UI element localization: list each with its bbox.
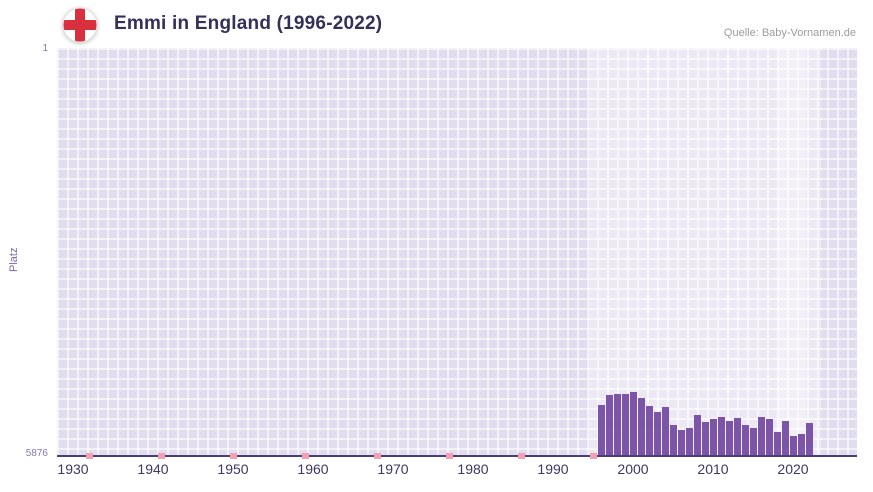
x-tick-label: 1940 <box>137 461 169 477</box>
x-tick-label: 1990 <box>537 461 569 477</box>
x-tick-label: 2010 <box>697 461 729 477</box>
x-tick-label: 2020 <box>777 461 809 477</box>
england-flag-icon <box>62 7 98 43</box>
x-tick-label: 1950 <box>217 461 249 477</box>
bar-2002 <box>645 406 653 455</box>
bar-2018 <box>773 431 781 455</box>
no-rank-marker <box>517 453 525 459</box>
no-rank-marker <box>157 453 165 459</box>
bar-2010 <box>709 419 717 455</box>
no-rank-marker <box>445 453 453 459</box>
no-rank-marker <box>301 453 309 459</box>
bar-2003 <box>653 412 661 455</box>
y-axis-tick-top: 1 <box>42 43 48 54</box>
bar-2000 <box>629 391 637 455</box>
bar-2020 <box>789 435 797 455</box>
bar-2019 <box>781 421 789 455</box>
no-rank-marker <box>85 453 93 459</box>
bar-2017 <box>765 419 773 455</box>
bar-2007 <box>685 427 693 455</box>
x-tick-label: 1980 <box>457 461 489 477</box>
bar-1998 <box>613 393 621 455</box>
bar-2012 <box>725 421 733 455</box>
y-axis-label: Platz <box>8 247 20 272</box>
bar-2005 <box>669 425 677 455</box>
bar-2008 <box>693 415 701 455</box>
chart-title: Emmi in England (1996-2022) <box>114 13 383 34</box>
x-tick-label: 1970 <box>377 461 409 477</box>
bar-2022 <box>805 422 813 455</box>
no-rank-marker <box>589 453 597 459</box>
highlight-column <box>777 48 806 455</box>
bar-2021 <box>797 434 805 455</box>
x-tick-label: 2000 <box>617 461 649 477</box>
no-rank-marker <box>229 453 237 459</box>
bar-2016 <box>757 417 765 455</box>
plot-area <box>57 48 857 459</box>
bar-2015 <box>749 427 757 455</box>
bar-1999 <box>621 394 629 455</box>
x-tick-label: 1930 <box>57 461 89 477</box>
no-rank-marker <box>373 453 381 459</box>
x-axis-labels: 1930 1940 1950 1960 1970 1980 1990 2000 2010 2020 <box>57 461 857 483</box>
bar-2009 <box>701 422 709 455</box>
bar-2004 <box>661 406 669 455</box>
source-attribution: Quelle: Baby-Vornamen.de <box>723 27 856 39</box>
bar-2011 <box>717 417 725 455</box>
bar-2014 <box>741 425 749 455</box>
bar-2006 <box>677 429 685 455</box>
bar-1997 <box>605 395 613 455</box>
y-axis-tick-bottom: 5876 <box>25 448 48 459</box>
bar-2001 <box>637 398 645 455</box>
bar-2013 <box>733 417 741 455</box>
bar-1996 <box>597 404 605 455</box>
x-tick-label: 1960 <box>297 461 329 477</box>
